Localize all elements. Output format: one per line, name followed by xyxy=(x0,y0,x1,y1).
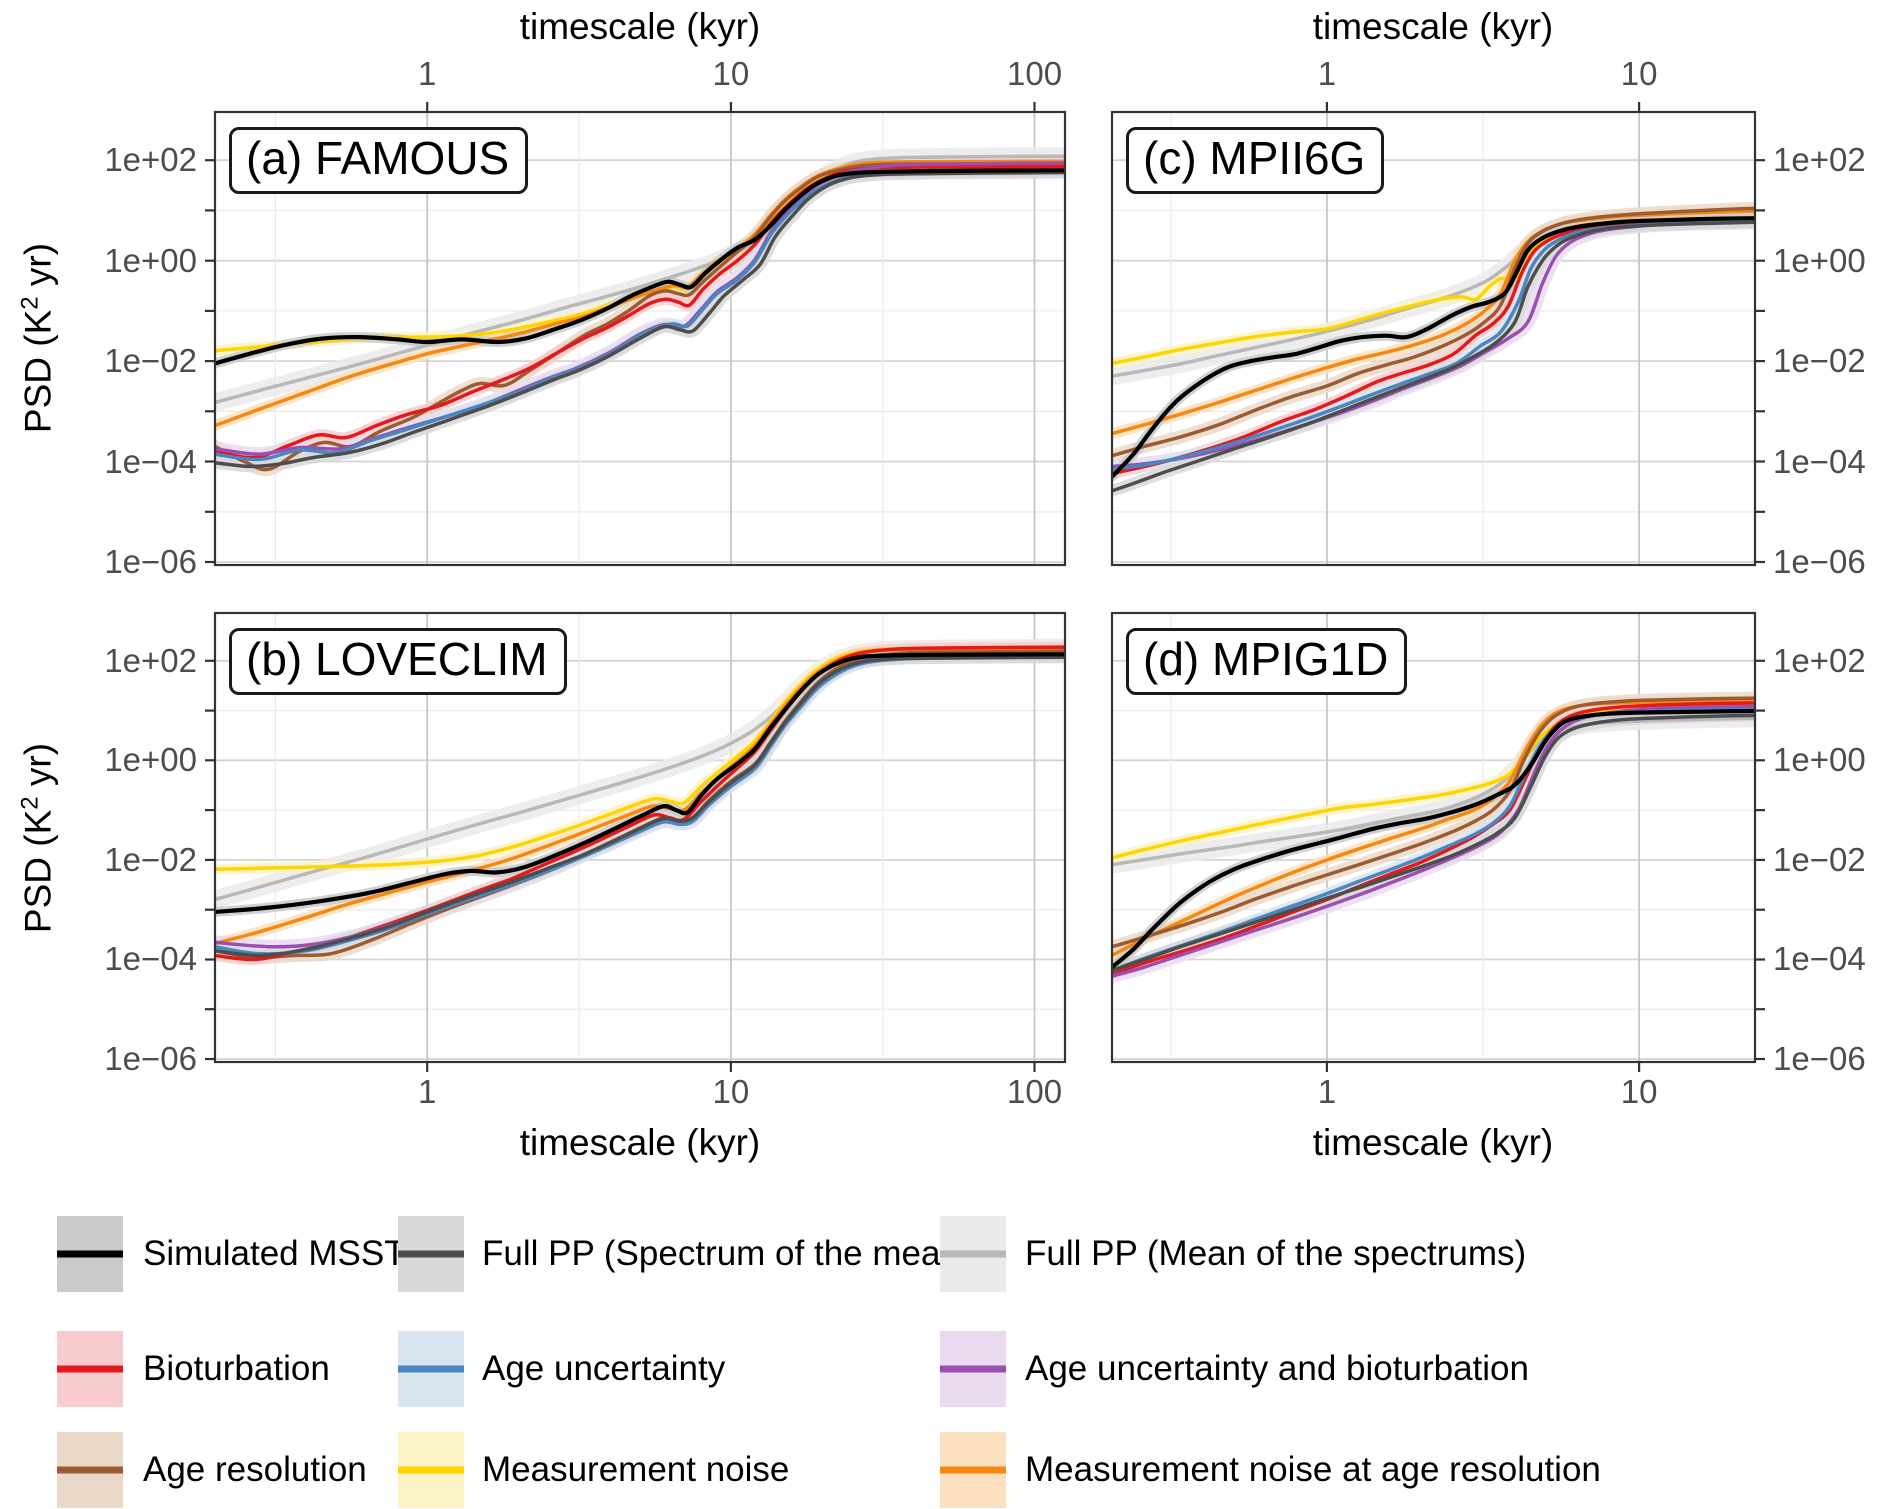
legend-key-measurement_noise xyxy=(398,1432,464,1508)
y-tick-right-row2-2: 1e+02 xyxy=(1773,641,1866,679)
panel-d-curves xyxy=(1112,691,1755,984)
x-tick-c-10: 10 xyxy=(1620,55,1658,92)
series-age_uncertainty-line xyxy=(215,655,1065,956)
y-tick-left-row1--2: 1e−02 xyxy=(104,342,197,380)
y-tick-right-row2--4: 1e−04 xyxy=(1773,940,1866,978)
series-age_resolution-line xyxy=(1112,696,1755,949)
legend-key-line-measurement_noise xyxy=(398,1466,464,1474)
x-axis-title-top-left: timescale (kyr) xyxy=(519,6,761,47)
legend-key-line-bioturbation xyxy=(57,1365,123,1373)
legend-key-line-full_pp_mean_spectra xyxy=(940,1250,1006,1258)
y-tick-right-row1-2: 1e+02 xyxy=(1773,141,1866,179)
panel-a xyxy=(205,102,1067,567)
legend-key-age_uncertainty xyxy=(398,1331,464,1407)
legend-key-full_pp_mean_spectra xyxy=(940,1216,1006,1292)
legend-key-line-full_pp_spectrum_mean xyxy=(398,1250,464,1258)
y-axis-title-text2: yr) xyxy=(17,242,59,297)
panel-label-c: (c) MPII6G xyxy=(1126,127,1385,194)
legend-label-measurement_noise: Measurement noise xyxy=(482,1450,790,1489)
legend-label-age_resolution: Age resolution xyxy=(143,1450,367,1489)
series-full_pp_spectrum_mean-line xyxy=(215,170,1065,469)
x-tick-c-1: 1 xyxy=(1317,55,1337,92)
series-simulated_msst-line xyxy=(1112,216,1755,479)
x-tick-b-10: 10 xyxy=(712,1073,750,1110)
legend-key-age_resolution xyxy=(57,1432,123,1508)
legend-key-line-age_uncertainty xyxy=(398,1365,464,1373)
y-axis-title-row1: PSD (K2 yr) xyxy=(16,243,59,433)
series-bioturbation-line xyxy=(1112,217,1755,476)
y-axis-title-row2: PSD (K2 yr) xyxy=(16,743,59,933)
y-tick-right-row1--4: 1e−04 xyxy=(1773,442,1866,480)
y-axis-title-text2: yr) xyxy=(17,742,59,797)
y-tick-left-row2--2: 1e−02 xyxy=(104,840,197,878)
y-tick-right-row1-0: 1e+00 xyxy=(1773,241,1866,279)
y-axis-title-sup: 2 xyxy=(16,796,44,810)
legend-label-simulated_msst: Simulated MSST xyxy=(143,1234,406,1273)
series-full_pp_spectrum_mean-line xyxy=(1112,220,1755,493)
y-tick-right-row2--2: 1e−02 xyxy=(1773,840,1866,878)
y-axis-title-sup: 2 xyxy=(16,296,44,310)
y-tick-left-row1--4: 1e−04 xyxy=(104,442,197,480)
y-tick-left-row2-0: 1e+00 xyxy=(104,741,197,779)
x-tick-a-10: 10 xyxy=(712,55,750,92)
y-tick-right-row1--2: 1e−02 xyxy=(1773,342,1866,380)
legend-key-age_unc_bioturbation xyxy=(940,1331,1006,1407)
legend-label-full_pp_spectrum_mean: Full PP (Spectrum of the mean) xyxy=(482,1234,972,1273)
panel-label-b: (b) LOVECLIM xyxy=(229,628,567,695)
y-axis-title-text: PSD (K xyxy=(17,309,59,434)
panel-c-curves xyxy=(1112,201,1755,497)
legend-label-age_uncertainty: Age uncertainty xyxy=(482,1349,726,1388)
y-tick-left-row2--4: 1e−04 xyxy=(104,940,197,978)
legend-label-noise_age_resolution: Measurement noise at age resolution xyxy=(1025,1450,1601,1489)
y-tick-right-row2--6: 1e−06 xyxy=(1773,1040,1866,1077)
legend-label-full_pp_mean_spectra: Full PP (Mean of the spectrums) xyxy=(1025,1234,1527,1273)
y-tick-right-row2-0: 1e+00 xyxy=(1773,741,1866,779)
x-tick-d-10: 10 xyxy=(1620,1073,1658,1110)
x-tick-b-1: 1 xyxy=(418,1073,437,1110)
series-simulated_msst-line xyxy=(215,168,1065,366)
x-axis-title-bottom-right: timescale (kyr) xyxy=(1312,1122,1554,1163)
series-simulated_msst-line xyxy=(215,652,1065,915)
panel-c xyxy=(1110,102,1765,567)
series-full_pp_spectrum_mean-line xyxy=(215,655,1065,958)
x-tick-b-100: 100 xyxy=(1006,1073,1063,1110)
legend-key-line-noise_age_resolution xyxy=(940,1466,1006,1474)
x-tick-d-1: 1 xyxy=(1317,1073,1337,1110)
y-tick-left-row2--6: 1e−06 xyxy=(104,1040,197,1077)
legend-key-simulated_msst xyxy=(57,1216,123,1292)
legend-label-bioturbation: Bioturbation xyxy=(143,1349,330,1388)
y-tick-left-row1-0: 1e+00 xyxy=(104,241,197,279)
panel-b-curves xyxy=(215,638,1065,966)
y-axis-title-text: PSD (K xyxy=(17,809,59,934)
panel-a-curves xyxy=(215,147,1065,477)
panel-label-a: (a) FAMOUS xyxy=(229,127,529,194)
series-measurement_noise-line xyxy=(1112,704,1755,860)
panel-label-d: (d) MPIG1D xyxy=(1126,628,1408,695)
series-age_resolution-line xyxy=(1112,206,1755,458)
legend-key-line-age_unc_bioturbation xyxy=(940,1365,1006,1373)
legend-key-line-age_resolution xyxy=(57,1466,123,1474)
y-tick-left-row1-2: 1e+02 xyxy=(104,141,197,179)
legend-key-bioturbation xyxy=(57,1331,123,1407)
y-tick-left-row1--6: 1e−06 xyxy=(104,542,197,580)
legend-key-line-simulated_msst xyxy=(57,1250,123,1258)
y-tick-right-row1--6: 1e−06 xyxy=(1773,542,1866,580)
legend-label-age_unc_bioturbation: Age uncertainty and bioturbation xyxy=(1025,1349,1529,1388)
y-tick-left-row2-2: 1e+02 xyxy=(104,641,197,679)
x-tick-a-1: 1 xyxy=(418,55,437,92)
series-full_pp_spectrum_mean-line xyxy=(1112,713,1755,973)
legend-key-noise_age_resolution xyxy=(940,1432,1006,1508)
series-simulated_msst-line xyxy=(1112,708,1755,970)
x-axis-title-bottom-left: timescale (kyr) xyxy=(519,1122,761,1163)
legend-key-full_pp_spectrum_mean xyxy=(398,1216,464,1292)
x-tick-a-100: 100 xyxy=(1006,55,1063,92)
x-axis-title-top-right: timescale (kyr) xyxy=(1312,6,1554,47)
